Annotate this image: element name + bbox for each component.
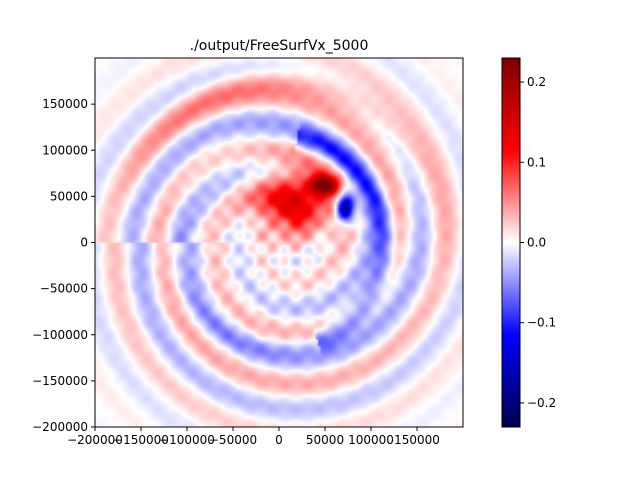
colorbar-ticks: −0.2 −0.1 0.0 0.1 0.2: [520, 75, 556, 410]
x-tick-label: 150000: [394, 433, 440, 447]
y-tick-label: 50000: [50, 189, 88, 203]
y-tick-label: −100000: [32, 328, 88, 342]
x-tick-label: −150000: [113, 433, 169, 447]
colorbar-tick-label: 0.2: [527, 75, 546, 89]
colorbar: −0.2 −0.1 0.0 0.1 0.2: [501, 57, 556, 428]
colorbar-tick-label: −0.1: [527, 316, 556, 330]
y-axis: −200000 −150000 −100000 −50000 0 50000 100000 1…: [32, 97, 95, 434]
x-tick-label: −100000: [159, 433, 215, 447]
colorbar-tick-label: 0.0: [527, 236, 546, 250]
chart-title: ./output/FreeSurfVx_5000: [190, 38, 369, 54]
x-tick-label: 50000: [306, 433, 344, 447]
colorbar-gradient: [502, 58, 520, 427]
x-tick-label: 100000: [348, 433, 394, 447]
y-tick-label: 0: [80, 236, 88, 250]
x-tick-label: 0: [275, 433, 283, 447]
x-tick-label: −50000: [209, 433, 257, 447]
y-tick-label: −50000: [40, 282, 88, 296]
x-tick-label: −200000: [67, 433, 123, 447]
y-tick-label: −200000: [32, 420, 88, 434]
heatmap-plot-area: [94, 57, 464, 428]
y-tick-label: −150000: [32, 374, 88, 388]
y-tick-label: 100000: [42, 143, 88, 157]
heatmap-image: [95, 58, 463, 427]
colorbar-tick-label: 0.1: [527, 155, 546, 169]
y-tick-label: 150000: [42, 97, 88, 111]
x-axis: −200000−150000−100000−50000 0 50000 100000 1…: [67, 427, 440, 447]
colorbar-tick-label: −0.2: [527, 396, 556, 410]
